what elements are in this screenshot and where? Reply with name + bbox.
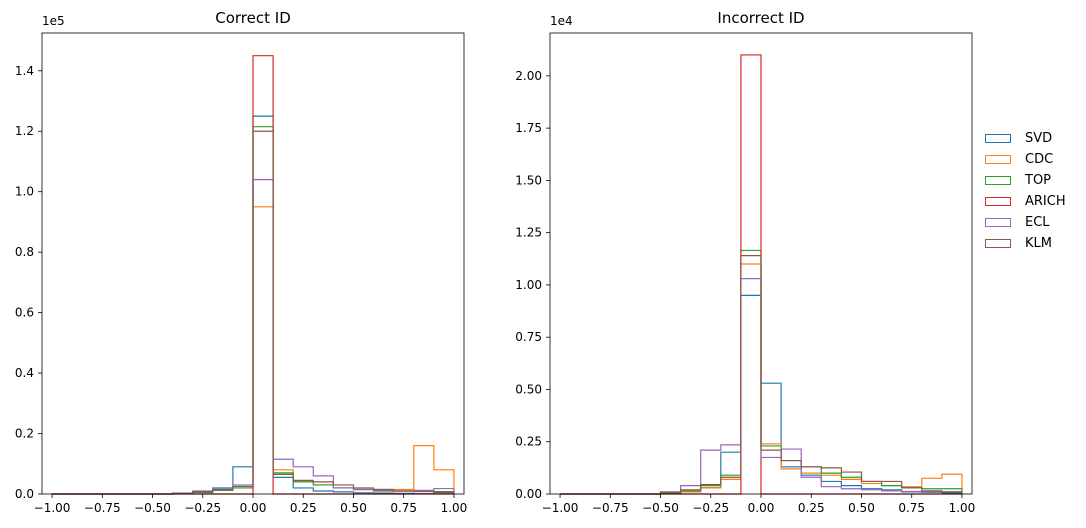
y-tick-label: 1.25 — [515, 226, 542, 240]
x-tick-label: 1.00 — [441, 501, 468, 515]
chart-panel-2: Incorrect ID 1e4 −1.00 −0.75 −0.50 −0.25 0.00 0… — [515, 9, 975, 515]
x-tick-label: 0.25 — [798, 501, 825, 515]
x-tick-label: 0.25 — [290, 501, 317, 515]
y-tick-label: 1.75 — [515, 121, 542, 135]
x-tick-label: −0.75 — [592, 501, 629, 515]
x-tick-label: 1.00 — [949, 501, 976, 515]
legend-label-arich: ARICH — [1025, 194, 1066, 209]
x-tick-label: 0.50 — [848, 501, 875, 515]
legend-item-top: TOP — [985, 170, 1066, 191]
legend-label-klm: KLM — [1025, 236, 1052, 251]
x-tick-label: 0.00 — [748, 501, 775, 515]
x-tick-label: −0.75 — [84, 501, 121, 515]
x-tick-label: 0.75 — [898, 501, 925, 515]
y-tick-label: 0.0 — [15, 487, 34, 501]
legend-swatch-ecl — [985, 218, 1011, 227]
legend-swatch-cdc — [985, 155, 1011, 164]
chart-title: Incorrect ID — [717, 9, 804, 27]
y-tick-label: 0.25 — [515, 435, 542, 449]
y-tick-label: 1.50 — [515, 173, 542, 187]
x-tick-label: 0.50 — [340, 501, 367, 515]
x-tick-label: −0.50 — [642, 501, 679, 515]
y-tick-label: 0.2 — [15, 427, 34, 441]
x-tick-label: −1.00 — [34, 501, 71, 515]
y-multiplier: 1e5 — [42, 14, 65, 28]
legend-label-ecl: ECL — [1025, 215, 1050, 230]
y-tick-label: 1.00 — [515, 278, 542, 292]
legend-item-cdc: CDC — [985, 149, 1066, 170]
series-klm-outline — [52, 130, 455, 495]
y-tick-label: 0.75 — [515, 330, 542, 344]
y-tick-label: 0.6 — [15, 306, 34, 320]
legend-swatch-svd — [985, 134, 1011, 143]
legend-item-ecl: ECL — [985, 212, 1066, 233]
y-tick-label: 0.50 — [515, 382, 542, 396]
series-klm-outline — [560, 255, 963, 495]
y-tick-label: 0.00 — [515, 487, 542, 501]
chart-panel-1: Correct ID 1e5 −1.00 −0.75 −0.50 −0.25 0.00 0.2… — [15, 9, 467, 515]
legend-item-klm: KLM — [985, 233, 1066, 254]
y-tick-label: 1.2 — [15, 124, 34, 138]
legend-label-top: TOP — [1025, 173, 1052, 188]
x-tick-label: −0.25 — [692, 501, 729, 515]
legend-label-cdc: CDC — [1025, 152, 1054, 167]
legend-swatch-klm — [985, 239, 1011, 248]
y-tick-label: 0.8 — [15, 245, 34, 259]
y-tick-label: 2.00 — [515, 69, 542, 83]
x-tick-label: 0.75 — [390, 501, 417, 515]
x-tick-label: 0.00 — [240, 501, 267, 515]
y-multiplier: 1e4 — [550, 14, 573, 28]
y-tick-label: 1.4 — [15, 64, 34, 78]
legend: SVD CDC TOP ARICH ECL KLM — [985, 128, 1066, 254]
legend-swatch-top — [985, 176, 1011, 185]
x-tick-label: −1.00 — [542, 501, 579, 515]
x-tick-label: −0.50 — [134, 501, 171, 515]
y-tick-label: 0.4 — [15, 366, 34, 380]
legend-item-arich: ARICH — [985, 191, 1066, 212]
chart-title: Correct ID — [215, 9, 291, 27]
legend-label-svd: SVD — [1025, 131, 1053, 146]
legend-item-svd: SVD — [985, 128, 1066, 149]
legend-swatch-arich — [985, 197, 1011, 206]
y-tick-label: 1.0 — [15, 185, 34, 199]
x-tick-label: −0.25 — [184, 501, 221, 515]
